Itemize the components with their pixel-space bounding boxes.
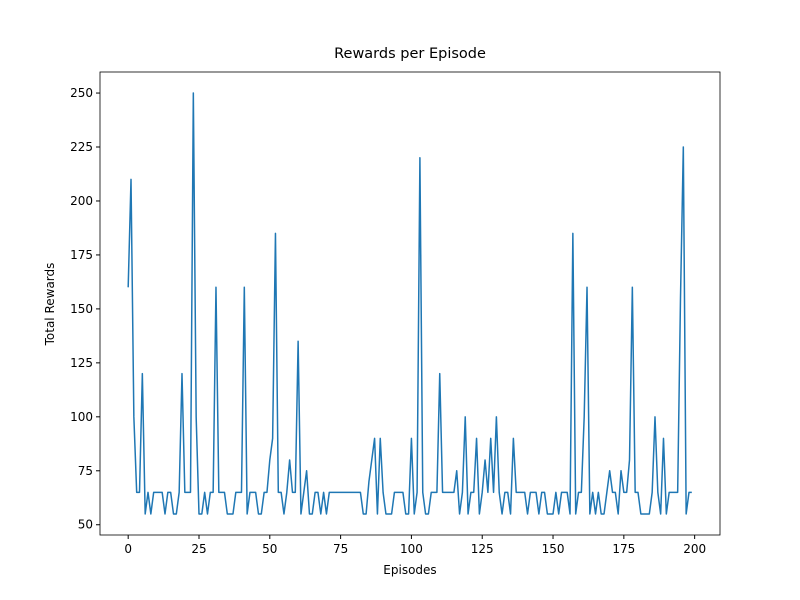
x-tick-label: 100: [400, 542, 423, 556]
y-tick-label: 250: [70, 86, 93, 100]
y-tick-label: 150: [70, 302, 93, 316]
data-line: [127, 92, 692, 515]
x-tick-label: 25: [191, 542, 206, 556]
x-tick-label: 0: [124, 542, 132, 556]
x-axis-label: Episodes: [383, 563, 436, 577]
y-tick-label: 200: [70, 194, 93, 208]
x-tick-label: 175: [612, 542, 635, 556]
x-tick-label: 50: [262, 542, 277, 556]
y-axis-label: Total Rewards: [43, 263, 57, 347]
x-tick-label: 150: [542, 542, 565, 556]
y-tick-label: 50: [78, 518, 93, 532]
x-tick-label: 125: [471, 542, 494, 556]
y-tick-label: 225: [70, 140, 93, 154]
plot-frame: [99, 71, 721, 536]
y-tick-label: 75: [78, 464, 93, 478]
chart-title: Rewards per Episode: [334, 46, 486, 62]
x-tick-label: 200: [683, 542, 706, 556]
y-tick-label: 125: [70, 356, 93, 370]
y-tick-label: 100: [70, 410, 93, 424]
x-tick-label: 75: [333, 542, 348, 556]
y-tick-label: 175: [70, 248, 93, 262]
